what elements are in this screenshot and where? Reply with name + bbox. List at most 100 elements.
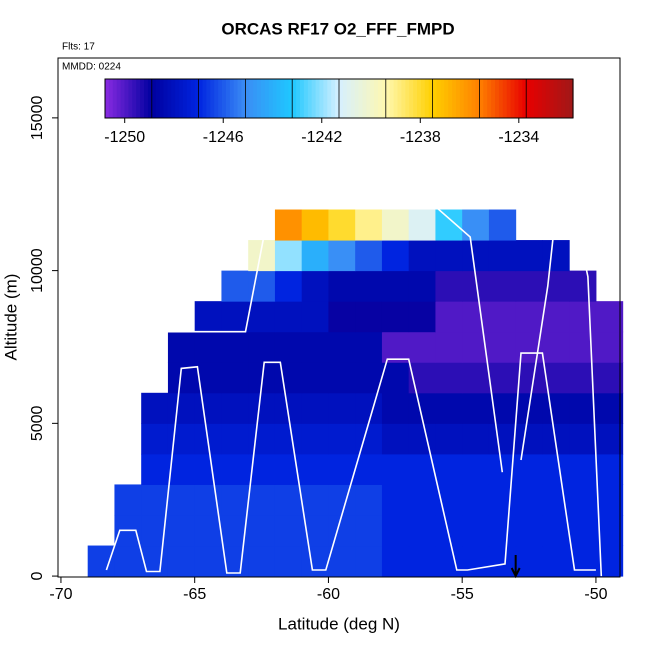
heat-cell — [355, 514, 383, 547]
heat-cell — [462, 514, 490, 547]
colorbar-swatch — [175, 79, 180, 118]
heat-cell — [274, 331, 303, 363]
heat-cell — [141, 484, 169, 516]
colorbar-swatch — [545, 79, 551, 118]
x-tick-label: -50 — [584, 586, 607, 603]
heat-cell — [542, 240, 570, 272]
heat-cell — [515, 484, 543, 516]
colorbar-swatch — [218, 79, 223, 118]
colorbar-swatch — [530, 79, 535, 118]
heat-cell — [381, 392, 410, 424]
colorbar-swatch — [241, 79, 246, 118]
colorbar-swatch — [140, 79, 145, 118]
heat-cell — [114, 545, 142, 577]
colorbar-swatch — [210, 79, 215, 118]
colorbar-tick-label: -1238 — [400, 129, 441, 146]
heat-cell — [328, 209, 356, 241]
colorbar-swatch — [147, 79, 153, 118]
colorbar-swatch — [463, 79, 469, 118]
y-axis-label: Altitude (m) — [1, 274, 20, 361]
x-tick-label: -60 — [317, 586, 340, 603]
colorbar-swatch — [335, 79, 340, 118]
heat-cell — [569, 514, 597, 547]
colorbar-swatch — [323, 79, 328, 118]
heat-cell — [569, 423, 597, 455]
heat-cell — [515, 545, 543, 577]
heat-cell — [248, 484, 276, 516]
colorbar-swatch — [112, 79, 118, 118]
heat-cell — [569, 484, 597, 516]
colorbar-swatch — [124, 79, 129, 118]
colorbar-swatch — [225, 79, 231, 118]
colorbar-swatch — [186, 79, 192, 118]
colorbar-swatch — [389, 79, 395, 118]
x-axis-label: Latitude (deg N) — [278, 614, 400, 633]
colorbar-swatch — [315, 79, 321, 118]
heat-cell — [328, 270, 356, 302]
heat-cell — [194, 545, 222, 577]
colorbar-tick-label: -1250 — [104, 129, 145, 146]
heat-cell — [221, 301, 249, 333]
colorbar-swatch — [339, 79, 344, 118]
heat-cell — [542, 301, 570, 333]
colorbar-swatch — [475, 79, 480, 118]
colorbar-swatch — [522, 79, 527, 118]
colorbar-swatch — [452, 79, 457, 118]
heat-cell — [515, 270, 543, 302]
heat-cell — [435, 545, 463, 577]
heat-cell — [301, 301, 329, 333]
colorbar-swatch — [167, 79, 172, 118]
colorbar-swatch — [183, 79, 188, 118]
colorbar-swatch — [526, 79, 531, 118]
heat-cell — [408, 331, 436, 363]
heat-cell — [595, 362, 624, 394]
colorbar-swatch — [190, 79, 196, 118]
annotation: MMDD: 0224 — [62, 62, 121, 73]
heat-cell — [542, 545, 570, 577]
colorbar-swatch — [346, 79, 352, 118]
colorbar-swatch — [362, 79, 367, 118]
heat-cell — [301, 270, 329, 302]
subtitle: Flts: 17 — [62, 42, 95, 53]
colorbar-swatch — [498, 79, 504, 118]
colorbar-swatch — [233, 79, 239, 118]
heat-cell — [462, 209, 490, 241]
colorbar-swatch — [237, 79, 243, 118]
colorbar-swatch — [413, 79, 418, 118]
heat-cell — [355, 270, 383, 302]
heat-cell — [301, 453, 329, 485]
heat-cell — [114, 484, 142, 516]
colorbar-swatch — [261, 79, 266, 118]
colorbar-swatch — [561, 79, 566, 118]
heat-cell — [355, 453, 383, 485]
heat-cell — [274, 362, 303, 394]
colorbar-swatch — [428, 79, 434, 118]
colorbar-swatch — [436, 79, 441, 118]
colorbar-swatch — [292, 79, 297, 118]
heat-cell — [542, 453, 570, 485]
heat-cell — [274, 423, 303, 455]
heat-cell — [515, 423, 543, 455]
heat-cell — [408, 240, 436, 272]
heat-cell — [408, 209, 436, 241]
heat-cell — [462, 392, 490, 424]
heat-cell — [515, 514, 543, 547]
y-tick-label: 5000 — [29, 405, 46, 441]
colorbar-swatch — [385, 79, 391, 118]
heat-cell — [221, 484, 249, 516]
heat-cell — [194, 453, 222, 485]
colorbar-swatch — [249, 79, 254, 118]
heat-cell — [488, 545, 517, 577]
heat-cell — [595, 423, 624, 455]
heat-cell — [328, 301, 356, 333]
colorbar-swatch — [280, 79, 285, 118]
heat-cell — [248, 514, 276, 547]
heat-cell — [194, 392, 222, 424]
colorbar-swatch — [264, 79, 270, 118]
colorbar-swatch — [358, 79, 363, 118]
heat-cell — [167, 545, 196, 577]
heat-cell — [462, 453, 490, 485]
heat-cell — [435, 209, 463, 241]
colorbar-tick-label: -1246 — [203, 129, 244, 146]
colorbar-swatch — [471, 79, 477, 118]
